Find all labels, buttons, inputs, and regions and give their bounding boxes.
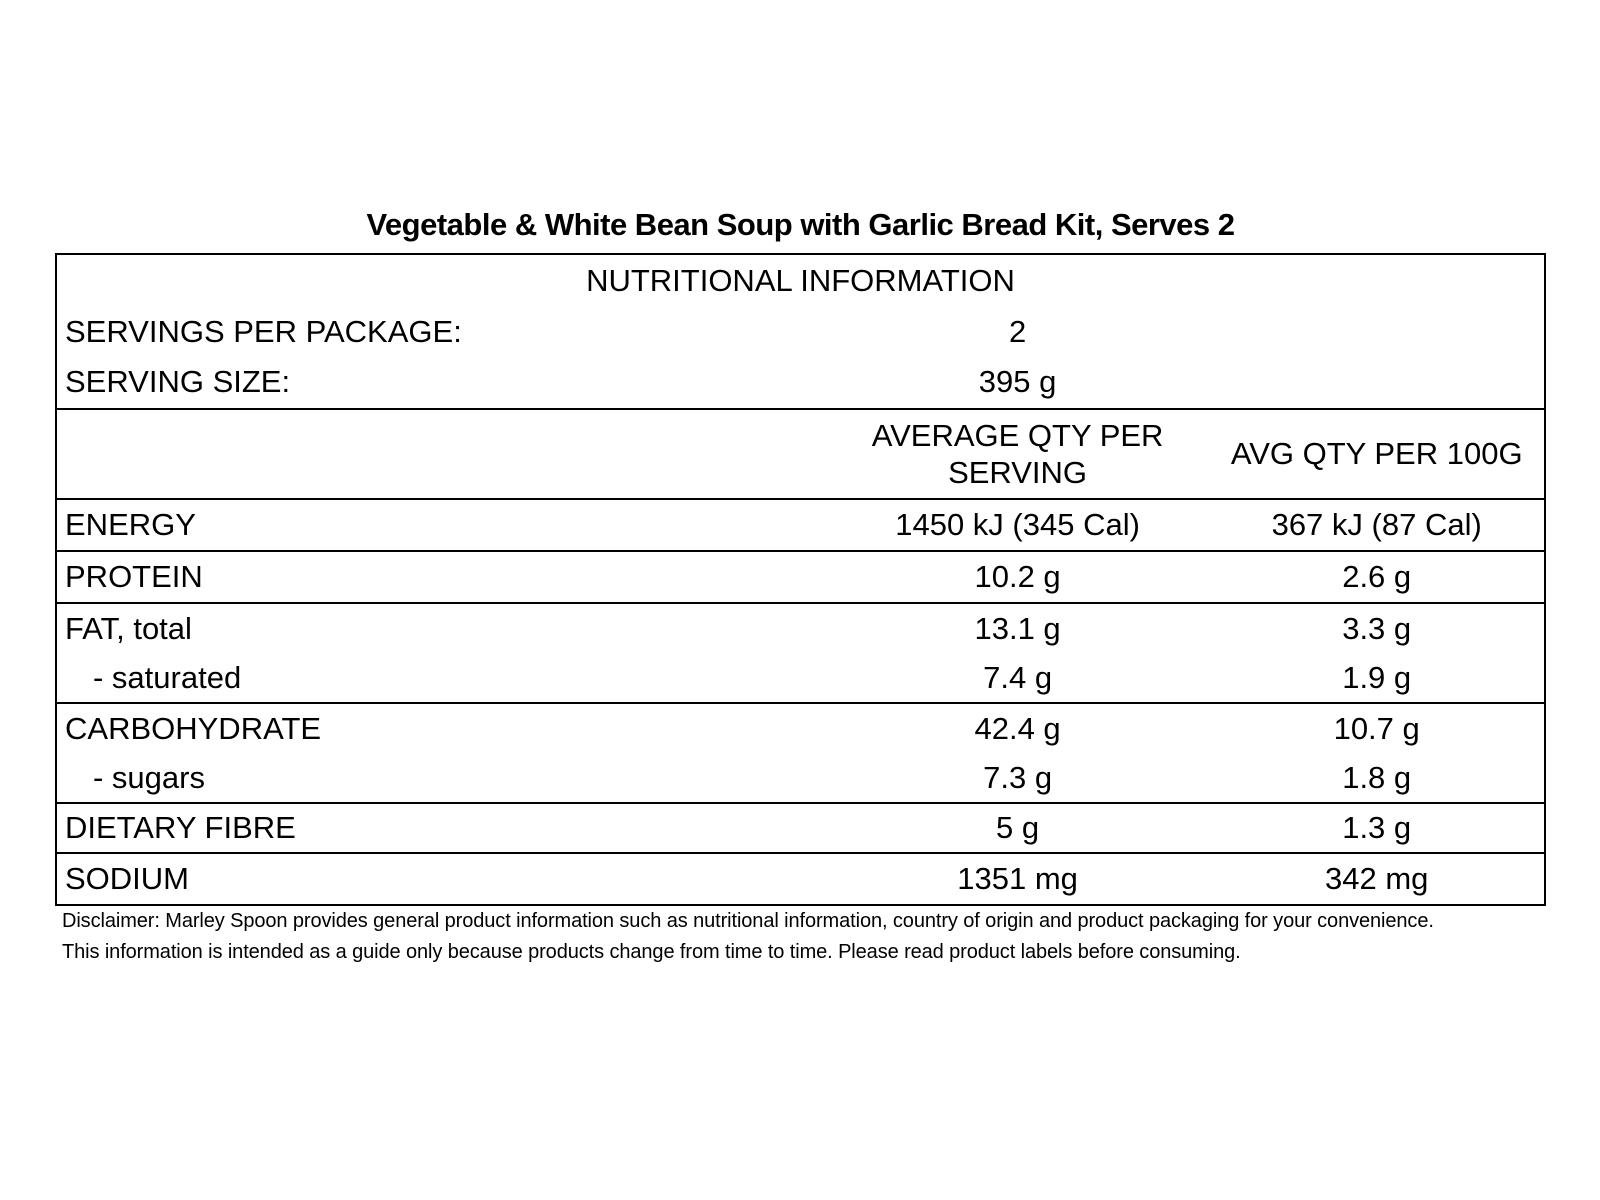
disclaimer-line-1: Disclaimer: Marley Spoon provides genera… [62, 910, 1434, 932]
row-dietary-fibre: DIETARY FIBRE 5 g 1.3 g [57, 804, 1544, 854]
per-100g-value: 367 kJ (87 Cal) [1271, 506, 1482, 542]
per-serving-value: 10.2 g [974, 558, 1061, 594]
per-100g-value: 3.3 g [1342, 610, 1412, 646]
row-sodium: SODIUM 1351 mg 342 mg [57, 854, 1544, 904]
nutrient-label: - sugars [93, 759, 205, 795]
nutrient-label: FAT, total [65, 610, 192, 646]
column-header-row: AVERAGE QTY PER SERVING AVG QTY PER 100G [57, 410, 1544, 500]
servings-per-package-row: SERVINGS PER PACKAGE: 2 [57, 307, 1544, 357]
nutrient-label: PROTEIN [65, 558, 203, 594]
per-100g-value: 2.6 g [1342, 558, 1412, 594]
per-100g-column-header: AVG QTY PER 100G [1230, 435, 1523, 471]
row-fat-saturated: - saturated 7.4 g 1.9 g [57, 654, 1544, 704]
per-serving-value: 1351 mg [957, 860, 1078, 896]
disclaimer: Disclaimer: Marley Spoon provides genera… [62, 906, 1434, 968]
per-100g-value: 10.7 g [1333, 710, 1420, 746]
per-serving-value: 42.4 g [974, 710, 1061, 746]
nutrient-label: DIETARY FIBRE [65, 809, 296, 845]
servings-per-package-label: SERVINGS PER PACKAGE: [65, 313, 462, 349]
row-energy: ENERGY 1450 kJ (345 Cal) 367 kJ (87 Cal) [57, 500, 1544, 552]
serving-size-label: SERVING SIZE: [65, 364, 291, 400]
per-serving-column-header: AVERAGE QTY PER SERVING [826, 417, 1210, 491]
per-100g-value: 1.9 g [1342, 659, 1412, 695]
per-serving-value: 5 g [996, 809, 1040, 845]
row-fat-total: FAT, total 13.1 g 3.3 g [57, 604, 1544, 654]
nutrient-label: CARBOHYDRATE [65, 710, 322, 746]
serving-size-row: SERVING SIZE: 395 g [57, 357, 1544, 410]
table-header-row: NUTRITIONAL INFORMATION [57, 255, 1544, 307]
row-protein: PROTEIN 10.2 g 2.6 g [57, 552, 1544, 604]
per-serving-value: 13.1 g [974, 610, 1061, 646]
row-sugars: - sugars 7.3 g 1.8 g [57, 754, 1544, 804]
nutrition-table: NUTRITIONAL INFORMATION SERVINGS PER PAC… [55, 253, 1546, 906]
page-title: Vegetable & White Bean Soup with Garlic … [366, 207, 1235, 242]
table-title: NUTRITIONAL INFORMATION [586, 262, 1015, 298]
per-serving-value: 7.4 g [983, 659, 1053, 695]
per-serving-column-header-text: AVERAGE QTY PER SERVING [871, 418, 1164, 490]
per-serving-value: 7.3 g [983, 759, 1053, 795]
per-100g-value: 1.3 g [1342, 809, 1412, 845]
per-serving-value: 1450 kJ (345 Cal) [895, 506, 1140, 542]
per-100g-value: 1.8 g [1342, 759, 1412, 795]
nutrient-label: ENERGY [65, 506, 196, 542]
nutrient-label: SODIUM [65, 860, 189, 896]
serving-size-value: 395 g [978, 364, 1057, 400]
per-100g-value: 342 mg [1324, 860, 1429, 896]
servings-per-package-value: 2 [1008, 313, 1027, 349]
nutrient-label: - saturated [93, 659, 242, 695]
row-carbohydrate: CARBOHYDRATE 42.4 g 10.7 g [57, 704, 1544, 754]
disclaimer-line-2: This information is intended as a guide … [62, 941, 1241, 963]
